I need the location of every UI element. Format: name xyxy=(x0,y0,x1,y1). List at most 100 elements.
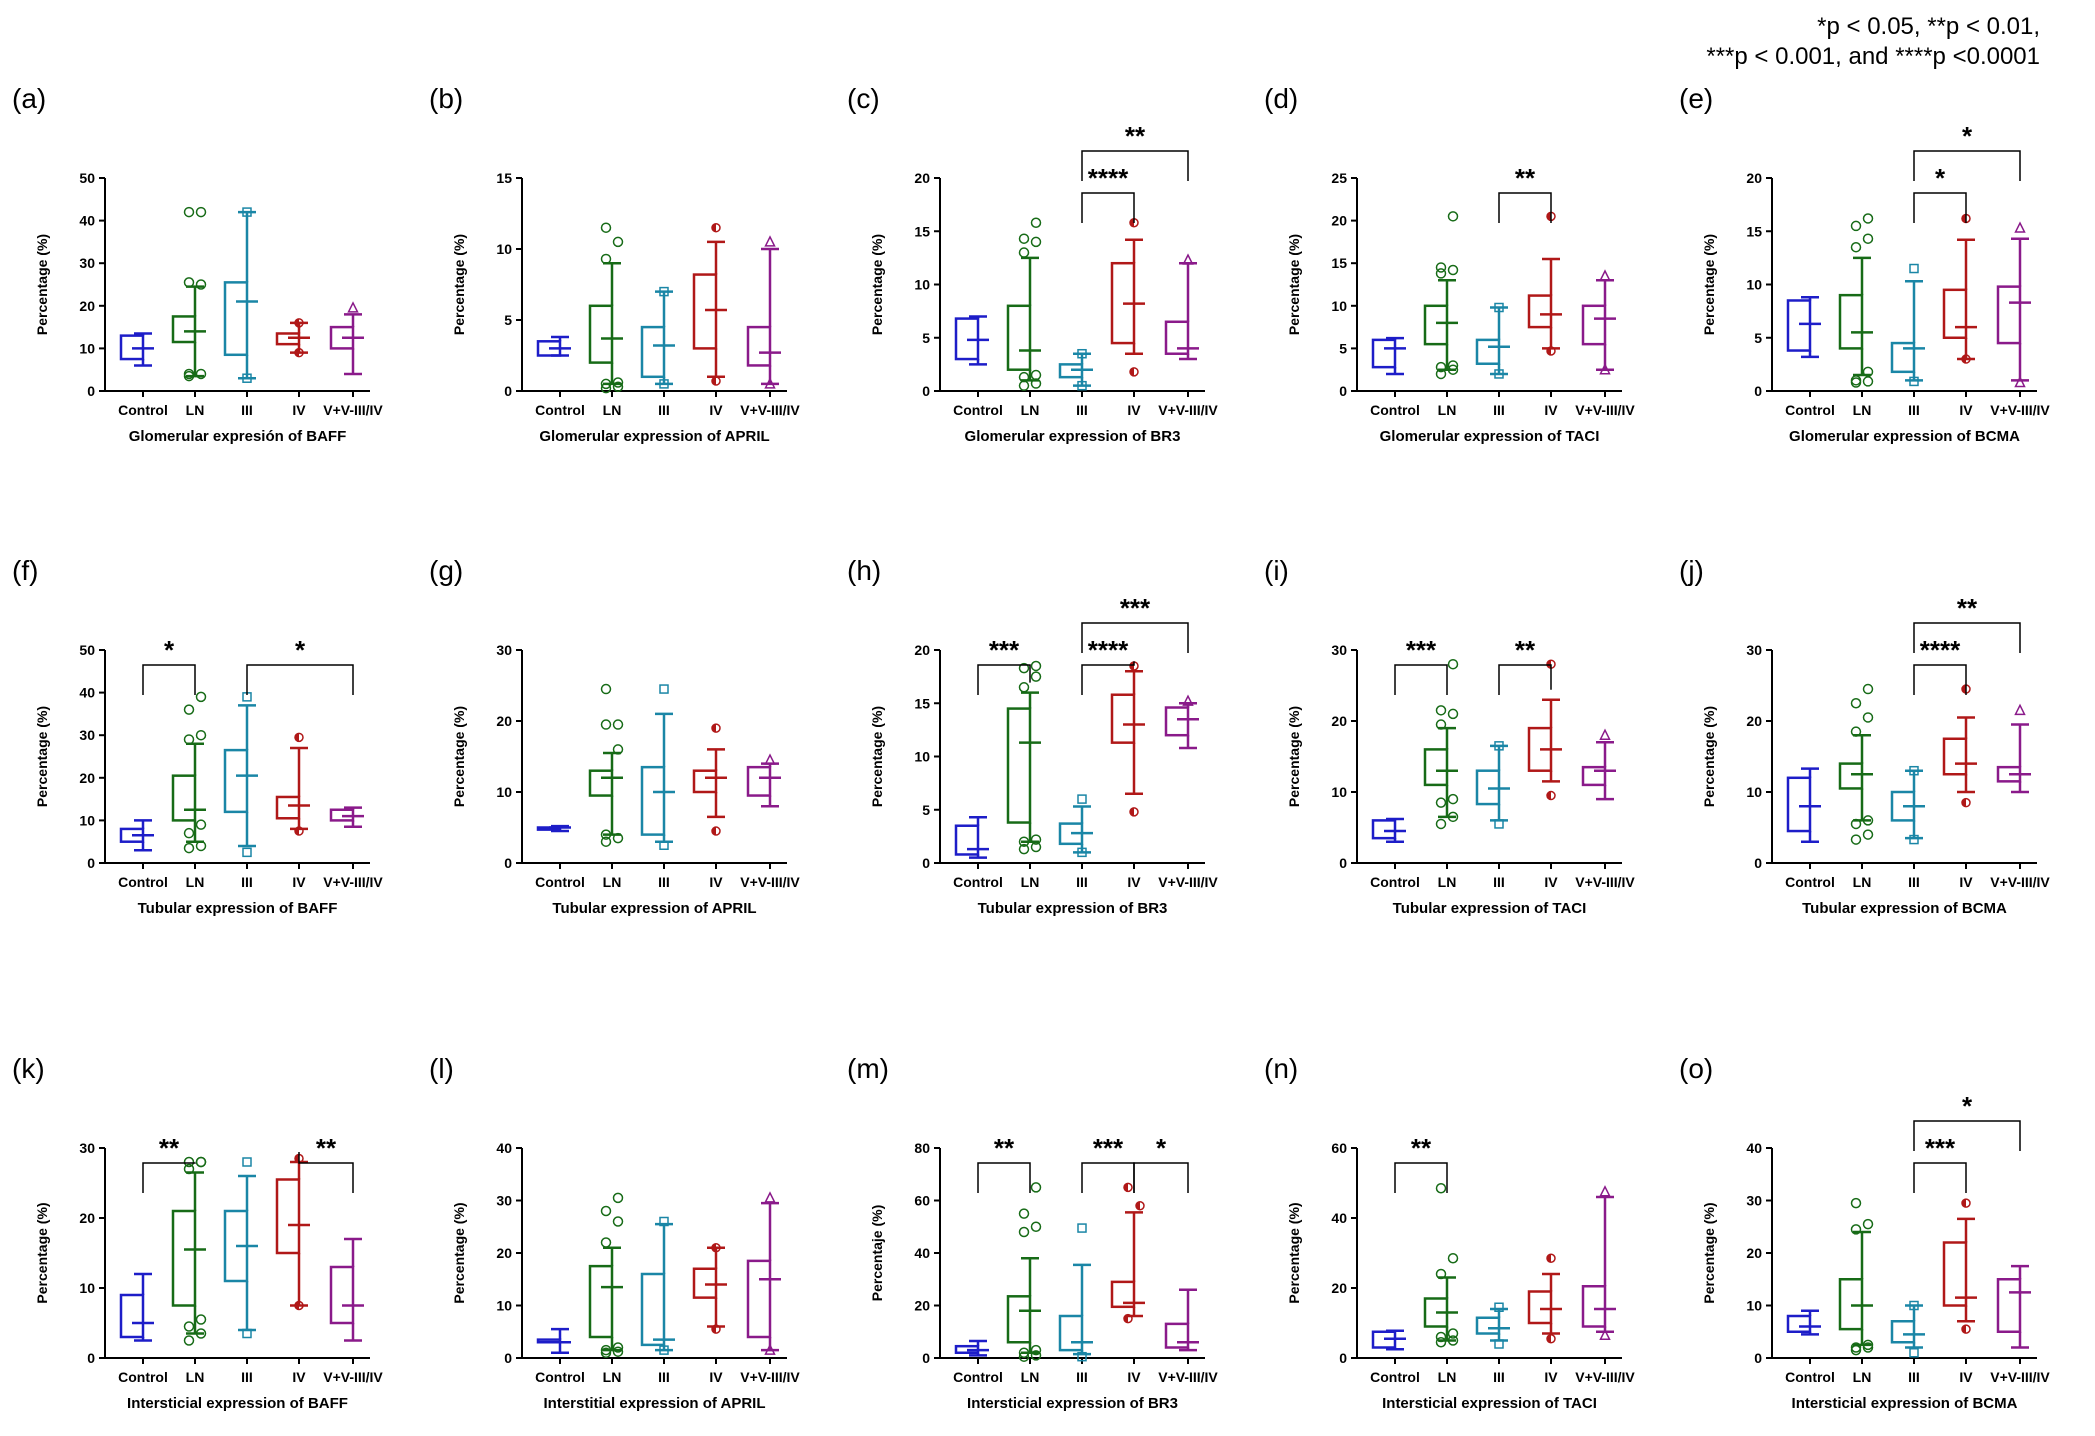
outlier-point xyxy=(195,819,207,830)
y-tick-label: 40 xyxy=(79,685,95,701)
category-label: Control xyxy=(1370,874,1420,890)
panel-m: (m) 0 20 40 60 80 Percentaje (%) Intersticial e… xyxy=(847,1053,1218,1412)
box-Control: Control xyxy=(1370,336,1420,418)
box-iqr xyxy=(1527,294,1553,329)
y-tick-label: 15 xyxy=(1746,223,1762,239)
box-iqr xyxy=(171,1209,197,1307)
outlier-point xyxy=(1447,658,1459,670)
outlier-point xyxy=(1077,1351,1087,1362)
panel-f: (f) 0 10 20 30 40 50 Percentage (%) Tubular expr… xyxy=(12,555,383,917)
box-iqr xyxy=(1110,1280,1136,1309)
outlier-point xyxy=(1909,834,1919,845)
box-iqr xyxy=(1838,762,1864,790)
box-iqr xyxy=(223,281,249,357)
box-V+V-III/IV: V+V-III/IV xyxy=(323,301,383,418)
outlier-point xyxy=(183,277,195,288)
category-label: IV xyxy=(1959,1369,1973,1385)
outlier-point xyxy=(1435,361,1447,373)
significance-bracket xyxy=(1394,664,1448,695)
box-iqr xyxy=(275,795,301,820)
outlier-point xyxy=(600,382,612,394)
category-label: IV xyxy=(1127,402,1141,418)
outlier-point xyxy=(1862,829,1874,840)
box-V+V-III/IV: V+V-III/IV xyxy=(1990,221,2050,418)
outlier-point xyxy=(1435,1331,1447,1343)
panel-h: (h) 0 5 10 15 20 Percentage (%) Tubular express… xyxy=(847,555,1218,917)
box-iqr xyxy=(171,315,197,344)
category-label: Control xyxy=(118,402,168,418)
outlier-fill xyxy=(1962,355,1966,364)
category-label: Control xyxy=(1785,1369,1835,1385)
box-III: III xyxy=(1058,348,1093,418)
outlier-point xyxy=(183,842,195,854)
y-tick-label: 30 xyxy=(1331,642,1347,658)
panel-e: (e) 0 5 10 15 20 Percentage (%) Glomerular expr… xyxy=(1679,83,2050,445)
outlier-point xyxy=(347,301,359,313)
box-IV: IV xyxy=(692,723,727,890)
category-label: III xyxy=(1908,1369,1920,1385)
box-LN: LN xyxy=(1423,211,1459,418)
x-axis-title: Interstitial expression of APRIL xyxy=(544,1395,766,1412)
y-tick-label: 40 xyxy=(1746,1140,1762,1156)
category-label: V+V-III/IV xyxy=(1158,1369,1218,1385)
box-III: III xyxy=(1475,741,1510,890)
y-tick-label: 10 xyxy=(1746,784,1762,800)
box-III: III xyxy=(1475,302,1510,418)
y-tick-label: 20 xyxy=(1746,170,1762,186)
y-tick-label: 10 xyxy=(79,812,95,828)
outlier-point xyxy=(183,1156,195,1168)
category-label: IV xyxy=(1544,874,1558,890)
box-LN: LN xyxy=(1838,1197,1874,1385)
significance-stars: * xyxy=(1156,1133,1167,1163)
box-LN: LN xyxy=(588,1192,624,1385)
outlier-fill xyxy=(295,348,299,357)
outlier-point xyxy=(1850,220,1862,232)
box-iqr xyxy=(640,325,666,379)
outlier-point xyxy=(2014,221,2026,233)
y-tick-label: 0 xyxy=(922,855,930,871)
box-iqr xyxy=(588,304,614,364)
outlier-point xyxy=(612,719,624,730)
category-label: IV xyxy=(1544,402,1558,418)
outlier-point xyxy=(1077,348,1087,359)
box-IV: IV xyxy=(1110,661,1145,890)
category-label: LN xyxy=(186,402,205,418)
box-iqr xyxy=(171,774,197,822)
box-Control: Control xyxy=(535,1327,585,1385)
category-label: LN xyxy=(603,402,622,418)
panel-label: (m) xyxy=(847,1053,889,1084)
significance-stars: **** xyxy=(1088,635,1129,665)
outlier-fill xyxy=(295,1301,299,1310)
outlier-fill xyxy=(1130,807,1134,816)
outlier-point xyxy=(1862,1339,1874,1351)
box-IV: IV xyxy=(1110,217,1145,418)
panel-i: (i) 0 10 20 30 Percentage (%) Tubular expressi… xyxy=(1264,555,1635,917)
outlier-fill xyxy=(712,223,716,232)
box-V+V-III/IV: V+V-III/IV xyxy=(740,1191,800,1385)
panel-o: (o) 0 10 20 30 40 Percentage (%) Intersticial e… xyxy=(1679,1053,2050,1412)
y-tick-label: 20 xyxy=(496,713,512,729)
panel-label: (f) xyxy=(12,555,38,586)
significance-stars: ** xyxy=(159,1133,180,1163)
category-label: V+V-III/IV xyxy=(1158,402,1218,418)
box-Control: Control xyxy=(535,824,585,890)
outlier-point xyxy=(1862,1218,1874,1230)
y-tick-label: 50 xyxy=(79,642,95,658)
y-tick-label: 0 xyxy=(87,855,95,871)
outlier-point xyxy=(1077,380,1087,391)
y-tick-label: 60 xyxy=(914,1193,930,1209)
y-tick-label: 40 xyxy=(79,213,95,229)
outlier-point xyxy=(1862,366,1874,378)
panel-label: (h) xyxy=(847,555,881,586)
box-Control: Control xyxy=(118,1272,168,1385)
category-label: V+V-III/IV xyxy=(1575,874,1635,890)
outlier-point xyxy=(659,840,669,850)
outlier-point xyxy=(1435,705,1447,716)
outlier-fill xyxy=(1962,1199,1966,1208)
box-iqr xyxy=(1786,1314,1812,1333)
outlier-point xyxy=(1599,269,1611,281)
significance-stars: * xyxy=(1962,121,1973,151)
outlier-point xyxy=(195,691,207,703)
outlier-fill xyxy=(295,1154,299,1163)
